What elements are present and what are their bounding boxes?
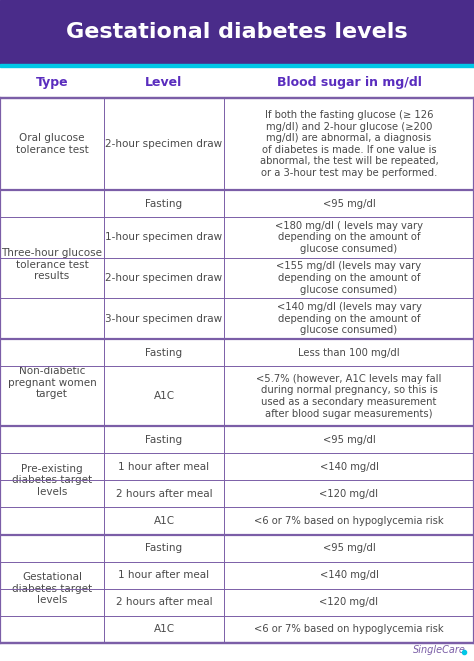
Text: Non-diabetic
pregnant women
target: Non-diabetic pregnant women target (8, 366, 96, 399)
Text: Gestational
diabetes target
levels: Gestational diabetes target levels (12, 572, 92, 605)
Text: Level: Level (146, 76, 182, 89)
Text: A1C: A1C (154, 625, 174, 635)
Text: Blood sugar in mg/dl: Blood sugar in mg/dl (276, 76, 421, 89)
Text: <120 mg/dl: <120 mg/dl (319, 489, 379, 499)
Text: <155 mg/dl (levels may vary
depending on the amount of
glucose consumed): <155 mg/dl (levels may vary depending on… (276, 262, 421, 295)
Text: Three-hour glucose
tolerance test
results: Three-hour glucose tolerance test result… (1, 248, 102, 281)
Text: Fasting: Fasting (146, 435, 182, 445)
Text: A1C: A1C (154, 516, 174, 526)
Text: 2 hours after meal: 2 hours after meal (116, 489, 212, 499)
Text: 1-hour specimen draw: 1-hour specimen draw (105, 233, 223, 243)
Bar (0, 64, 474, 67)
Text: 2 hours after meal: 2 hours after meal (116, 598, 212, 607)
Text: Fasting: Fasting (146, 543, 182, 553)
Text: SingleCare: SingleCare (413, 645, 466, 655)
Bar (0, 0, 474, 64)
Text: Fasting: Fasting (146, 348, 182, 358)
Text: <6 or 7% based on hypoglycemia risk: <6 or 7% based on hypoglycemia risk (254, 625, 444, 635)
Text: 3-hour specimen draw: 3-hour specimen draw (105, 314, 223, 324)
Text: 2-hour specimen draw: 2-hour specimen draw (105, 139, 223, 149)
Text: <6 or 7% based on hypoglycemia risk: <6 or 7% based on hypoglycemia risk (254, 516, 444, 526)
Text: <95 mg/dl: <95 mg/dl (323, 543, 375, 553)
Text: <140 mg/dl: <140 mg/dl (319, 570, 378, 580)
Text: A1C: A1C (154, 391, 174, 401)
Text: <120 mg/dl: <120 mg/dl (319, 598, 379, 607)
Text: <180 mg/dl ( levels may vary
depending on the amount of
glucose consumed): <180 mg/dl ( levels may vary depending o… (275, 221, 423, 254)
Text: Type: Type (36, 76, 68, 89)
Text: 1 hour after meal: 1 hour after meal (118, 462, 210, 472)
Text: <95 mg/dl: <95 mg/dl (323, 198, 375, 208)
Text: 1 hour after meal: 1 hour after meal (118, 570, 210, 580)
Text: Pre-existing
diabetes target
levels: Pre-existing diabetes target levels (12, 464, 92, 497)
Text: <5.7% (however, A1C levels may fall
during normal pregnancy, so this is
used as : <5.7% (however, A1C levels may fall duri… (256, 373, 442, 418)
Text: Less than 100 mg/dl: Less than 100 mg/dl (298, 348, 400, 358)
Text: If both the fasting glucose (≥ 126
mg/dl) and 2-hour glucose (≥200
mg/dl) are ab: If both the fasting glucose (≥ 126 mg/dl… (260, 110, 438, 178)
Text: <95 mg/dl: <95 mg/dl (323, 435, 375, 445)
Text: <140 mg/dl: <140 mg/dl (319, 462, 378, 472)
Text: Fasting: Fasting (146, 198, 182, 208)
Text: 2-hour specimen draw: 2-hour specimen draw (105, 273, 223, 283)
Text: <140 mg/dl (levels may vary
depending on the amount of
glucose consumed): <140 mg/dl (levels may vary depending on… (276, 302, 421, 335)
Text: Oral glucose
tolerance test: Oral glucose tolerance test (16, 133, 88, 155)
Text: Gestational diabetes levels: Gestational diabetes levels (66, 22, 408, 42)
